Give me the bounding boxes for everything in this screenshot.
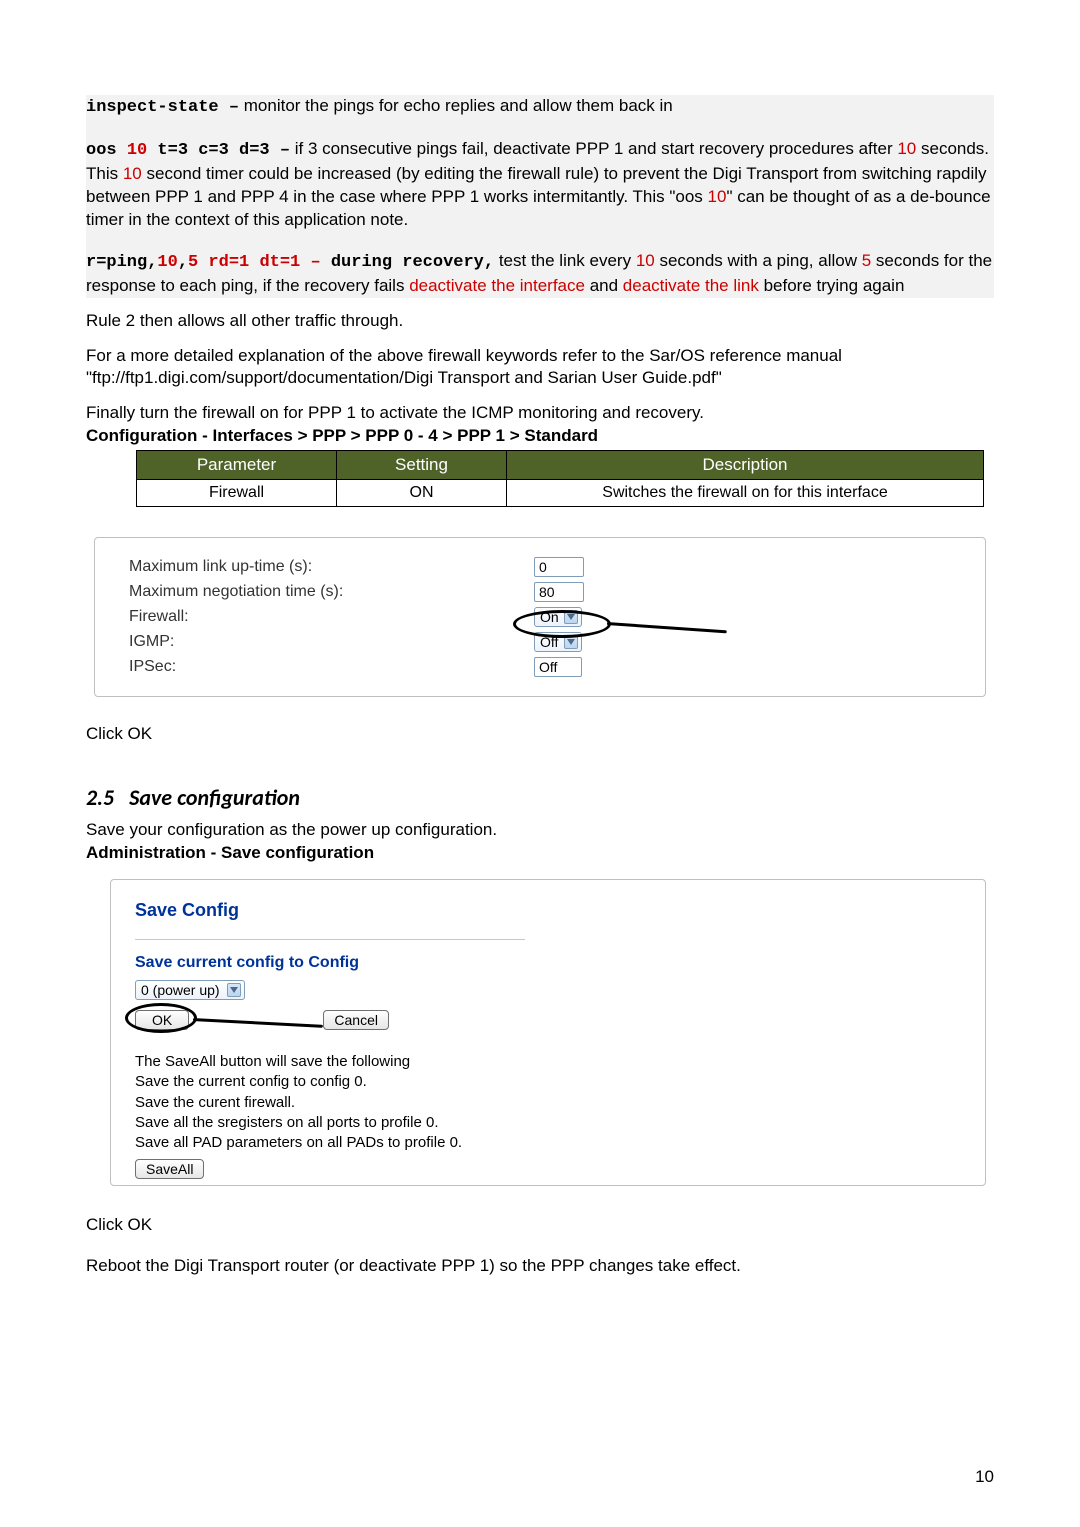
keyword: r=ping, — [86, 253, 157, 272]
paragraph: Finally turn the firewall on for PPP 1 t… — [86, 402, 994, 425]
keyword-val: 5 — [188, 253, 198, 272]
page-number: 10 — [975, 1467, 994, 1487]
save-config-subtitle: Save current config to Config — [135, 954, 965, 972]
annotation-tail — [193, 1018, 323, 1028]
paragraph: Reboot the Digi Transport router (or dea… — [86, 1255, 994, 1278]
paragraph: For a more detailed explanation of the a… — [86, 345, 994, 391]
save-config-panel: Save Config Save current config to Confi… — [110, 879, 986, 1186]
config-label: IGMP: — [129, 633, 534, 651]
text: test the link every — [494, 251, 636, 270]
chevron-down-icon — [564, 610, 578, 624]
config-slot-select[interactable]: 0 (power up) — [135, 980, 245, 1000]
save-config-title: Save Config — [135, 900, 965, 921]
keyword-val: 10 — [157, 253, 177, 272]
firewall-select[interactable]: On — [534, 607, 582, 627]
text: before trying again — [759, 276, 905, 295]
save-desc-line: Save the curent firewall. — [135, 1093, 965, 1113]
val: deactivate the interface — [409, 276, 585, 295]
chevron-down-icon — [564, 635, 578, 649]
paragraph: Rule 2 then allows all other traffic thr… — [86, 310, 994, 333]
max-negotiation-time-input[interactable]: 80 — [534, 582, 584, 602]
text: if 3 consecutive pings fail, deactivate … — [290, 139, 897, 158]
val: 10 — [708, 187, 727, 206]
text: seconds with a ping, allow — [655, 251, 862, 270]
save-desc-line: Save the current config to config 0. — [135, 1072, 965, 1092]
text: during recovery, — [331, 253, 494, 272]
keyword: , — [178, 253, 188, 272]
table-header: Parameter — [137, 451, 337, 480]
divider — [135, 939, 525, 940]
text: monitor the pings for echo replies and a… — [239, 96, 673, 115]
config-panel: Maximum link up-time (s): 0 Maximum nego… — [94, 537, 986, 697]
table-header: Setting — [337, 451, 507, 480]
ok-button[interactable]: OK — [135, 1010, 189, 1030]
val: 10 — [897, 139, 916, 158]
table-header: Description — [507, 451, 984, 480]
click-ok-text: Click OK — [86, 723, 994, 746]
cancel-button[interactable]: Cancel — [323, 1010, 389, 1030]
breadcrumb: Administration - Save configuration — [86, 842, 994, 865]
breadcrumb: Configuration - Interfaces > PPP > PPP 0… — [86, 425, 994, 448]
section-heading: 2.5 Save configuration — [86, 784, 994, 811]
val: 10 — [123, 164, 142, 183]
parameter-table: Parameter Setting Description Firewall O… — [136, 450, 984, 507]
keyword-val: 10 — [127, 141, 147, 160]
keyword: inspect-state – — [86, 98, 239, 117]
igmp-select[interactable]: Off — [534, 632, 582, 652]
chevron-down-icon — [227, 983, 241, 997]
val: 5 — [862, 251, 871, 270]
keyword: t=3 c=3 d=3 – — [147, 141, 290, 160]
table-cell: Switches the firewall on for this interf… — [507, 480, 984, 507]
val: deactivate the link — [623, 276, 759, 295]
config-label: IPSec: — [129, 658, 534, 676]
save-desc-line: Save all PAD parameters on all PADs to p… — [135, 1133, 965, 1153]
save-desc-line: The SaveAll button will save the followi… — [135, 1052, 965, 1072]
highlighted-text-block: inspect-state – monitor the pings for ec… — [86, 95, 994, 298]
table-cell: ON — [337, 480, 507, 507]
text: and — [585, 276, 623, 295]
val: 10 — [636, 251, 655, 270]
paragraph: Save your configuration as the power up … — [86, 819, 994, 842]
table-cell: Firewall — [137, 480, 337, 507]
max-link-uptime-input[interactable]: 0 — [534, 557, 584, 577]
config-label: Maximum negotiation time (s): — [129, 583, 534, 601]
ipsec-value: Off — [534, 657, 582, 677]
keyword: oos — [86, 141, 127, 160]
keyword: rd=1 dt=1 – — [198, 253, 331, 272]
config-label: Maximum link up-time (s): — [129, 558, 534, 576]
save-desc-line: Save all the sregisters on all ports to … — [135, 1113, 965, 1133]
config-label: Firewall: — [129, 608, 534, 626]
click-ok-text: Click OK — [86, 1214, 994, 1237]
saveall-button[interactable]: SaveAll — [135, 1159, 204, 1179]
